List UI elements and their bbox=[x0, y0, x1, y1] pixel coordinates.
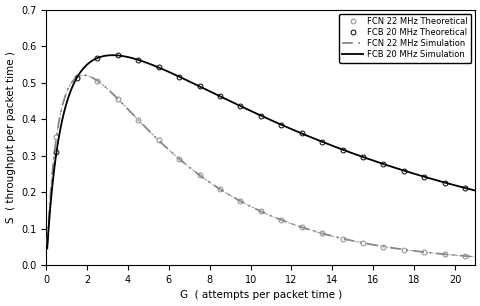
FCB 20 MHz Theoretical bbox=[74, 76, 80, 80]
Y-axis label: S  ( throughput per packet time ): S ( throughput per packet time ) bbox=[6, 51, 15, 223]
FCN 22 MHz Theoretical bbox=[441, 252, 447, 256]
FCB 20 MHz Theoretical bbox=[461, 186, 467, 190]
FCN 22 MHz Theoretical bbox=[156, 138, 161, 142]
Line: FCB 20 MHz Simulation: FCB 20 MHz Simulation bbox=[47, 55, 474, 248]
FCN 22 MHz Theoretical bbox=[196, 173, 202, 177]
FCN 22 MHz Simulation bbox=[338, 237, 344, 240]
FCN 22 MHz Simulation bbox=[217, 188, 223, 192]
FCN 22 MHz Theoretical bbox=[420, 250, 426, 254]
FCN 22 MHz Simulation bbox=[385, 246, 391, 249]
FCN 22 MHz Theoretical bbox=[237, 199, 243, 203]
FCB 20 MHz Theoretical bbox=[319, 140, 324, 144]
FCB 20 MHz Theoretical bbox=[441, 181, 447, 185]
FCB 20 MHz Theoretical bbox=[196, 84, 202, 88]
FCN 22 MHz Theoretical bbox=[257, 210, 263, 213]
FCB 20 MHz Theoretical bbox=[216, 95, 222, 98]
FCN 22 MHz Theoretical bbox=[135, 118, 141, 122]
FCB 20 MHz Theoretical bbox=[115, 54, 120, 57]
FCN 22 MHz Simulation bbox=[378, 244, 384, 248]
FCN 22 MHz Theoretical bbox=[461, 254, 467, 258]
FCN 22 MHz Simulation bbox=[88, 75, 94, 79]
FCB 20 MHz Theoretical bbox=[237, 104, 243, 108]
FCN 22 MHz Theoretical bbox=[74, 76, 80, 79]
Line: FCB 20 MHz Theoretical: FCB 20 MHz Theoretical bbox=[54, 53, 467, 190]
FCB 20 MHz Theoretical bbox=[53, 151, 59, 154]
FCN 22 MHz Theoretical bbox=[176, 157, 181, 161]
FCN 22 MHz Theoretical bbox=[298, 226, 304, 229]
FCN 22 MHz Simulation bbox=[471, 255, 477, 259]
FCB 20 MHz Simulation bbox=[44, 247, 50, 250]
FCN 22 MHz Theoretical bbox=[339, 237, 345, 241]
FCB 20 MHz Simulation bbox=[110, 53, 116, 57]
FCB 20 MHz Theoretical bbox=[380, 162, 385, 166]
FCN 22 MHz Theoretical bbox=[94, 79, 100, 83]
FCB 20 MHz Theoretical bbox=[278, 123, 284, 127]
FCN 22 MHz Theoretical bbox=[380, 245, 385, 248]
Line: FCN 22 MHz Simulation: FCN 22 MHz Simulation bbox=[47, 75, 474, 257]
FCN 22 MHz Theoretical bbox=[216, 187, 222, 191]
Legend: FCN 22 MHz Theoretical, FCB 20 MHz Theoretical, FCN 22 MHz Simulation, FCB 20 MH: FCN 22 MHz Theoretical, FCB 20 MHz Theor… bbox=[338, 14, 470, 63]
FCB 20 MHz Theoretical bbox=[360, 155, 365, 159]
FCN 22 MHz Theoretical bbox=[360, 241, 365, 245]
FCB 20 MHz Theoretical bbox=[156, 66, 161, 69]
FCN 22 MHz Theoretical bbox=[53, 135, 59, 139]
FCN 22 MHz Theoretical bbox=[400, 248, 406, 252]
FCN 22 MHz Simulation bbox=[233, 197, 239, 201]
FCB 20 MHz Theoretical bbox=[420, 175, 426, 179]
FCB 20 MHz Theoretical bbox=[339, 148, 345, 151]
FCB 20 MHz Simulation bbox=[88, 60, 94, 63]
FCB 20 MHz Theoretical bbox=[176, 75, 181, 78]
X-axis label: G  ( attempts per packet time ): G ( attempts per packet time ) bbox=[180, 290, 341, 300]
FCB 20 MHz Theoretical bbox=[257, 114, 263, 118]
FCB 20 MHz Theoretical bbox=[298, 132, 304, 135]
FCB 20 MHz Simulation bbox=[217, 95, 223, 99]
FCB 20 MHz Theoretical bbox=[400, 169, 406, 172]
FCB 20 MHz Theoretical bbox=[94, 56, 100, 60]
FCN 22 MHz Simulation bbox=[44, 243, 50, 247]
FCB 20 MHz Simulation bbox=[378, 162, 384, 165]
FCN 22 MHz Theoretical bbox=[278, 218, 284, 222]
FCB 20 MHz Simulation bbox=[385, 164, 391, 168]
FCB 20 MHz Simulation bbox=[233, 102, 239, 106]
FCN 22 MHz Theoretical bbox=[319, 232, 324, 235]
FCB 20 MHz Simulation bbox=[471, 189, 477, 192]
FCB 20 MHz Simulation bbox=[338, 147, 344, 151]
FCN 22 MHz Simulation bbox=[81, 73, 86, 77]
FCB 20 MHz Theoretical bbox=[135, 58, 141, 62]
Line: FCN 22 MHz Theoretical: FCN 22 MHz Theoretical bbox=[54, 75, 467, 259]
FCN 22 MHz Theoretical bbox=[115, 97, 120, 101]
